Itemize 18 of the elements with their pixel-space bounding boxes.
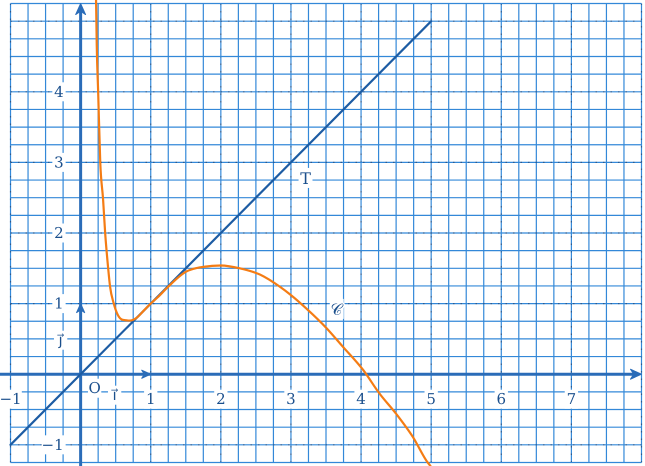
y-tick-label: 4 <box>54 82 64 101</box>
x-tick-label: 2 <box>216 390 226 408</box>
y-tick-label: 2 <box>54 224 64 242</box>
series-label: T <box>300 168 312 188</box>
annotation: O <box>88 379 101 398</box>
annotation: i⃗ <box>110 386 118 404</box>
x-tick-label: 4 <box>356 390 366 408</box>
x-tick-label: 6 <box>496 390 506 408</box>
annotation: j⃗ <box>56 331 64 350</box>
y-tick-label: 3 <box>54 153 64 172</box>
y-tick-label: −1 <box>42 436 64 454</box>
x-tick-label: −1 <box>0 390 22 408</box>
x-tick-label: 1 <box>146 390 156 408</box>
x-tick-label: 5 <box>426 390 436 408</box>
series-label: 𝒞 <box>330 299 344 318</box>
y-tick-label: 1 <box>54 294 64 313</box>
x-tick-label: 7 <box>566 390 576 408</box>
x-tick-label: 3 <box>286 390 296 408</box>
